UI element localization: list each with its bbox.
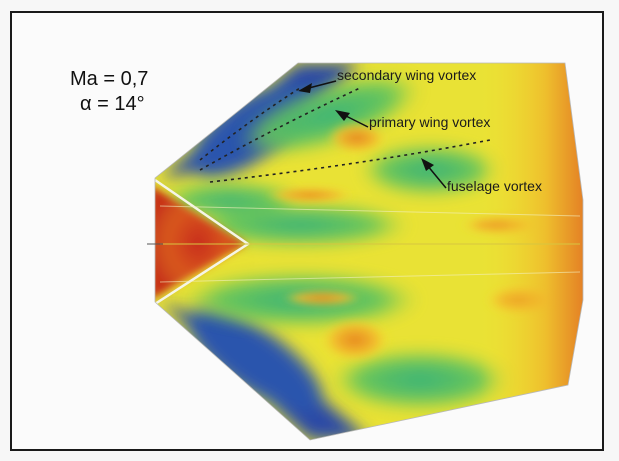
vortex-traces — [199, 87, 491, 183]
angle-of-attack-label: α = 14° — [80, 93, 145, 115]
primary-wing-vortex-label: primary wing vortex — [369, 114, 491, 130]
secondary-wing-vortex-label: secondary wing vortex — [337, 67, 477, 83]
mach-number-label: Ma = 0,7 — [70, 68, 149, 90]
fuselage-vortex-trace — [209, 139, 491, 183]
primary-vortex-trace — [199, 87, 361, 171]
arrow-icon — [298, 80, 447, 189]
planform-outline — [154, 62, 584, 441]
fuselage-vortex-label: fuselage vortex — [447, 178, 542, 194]
